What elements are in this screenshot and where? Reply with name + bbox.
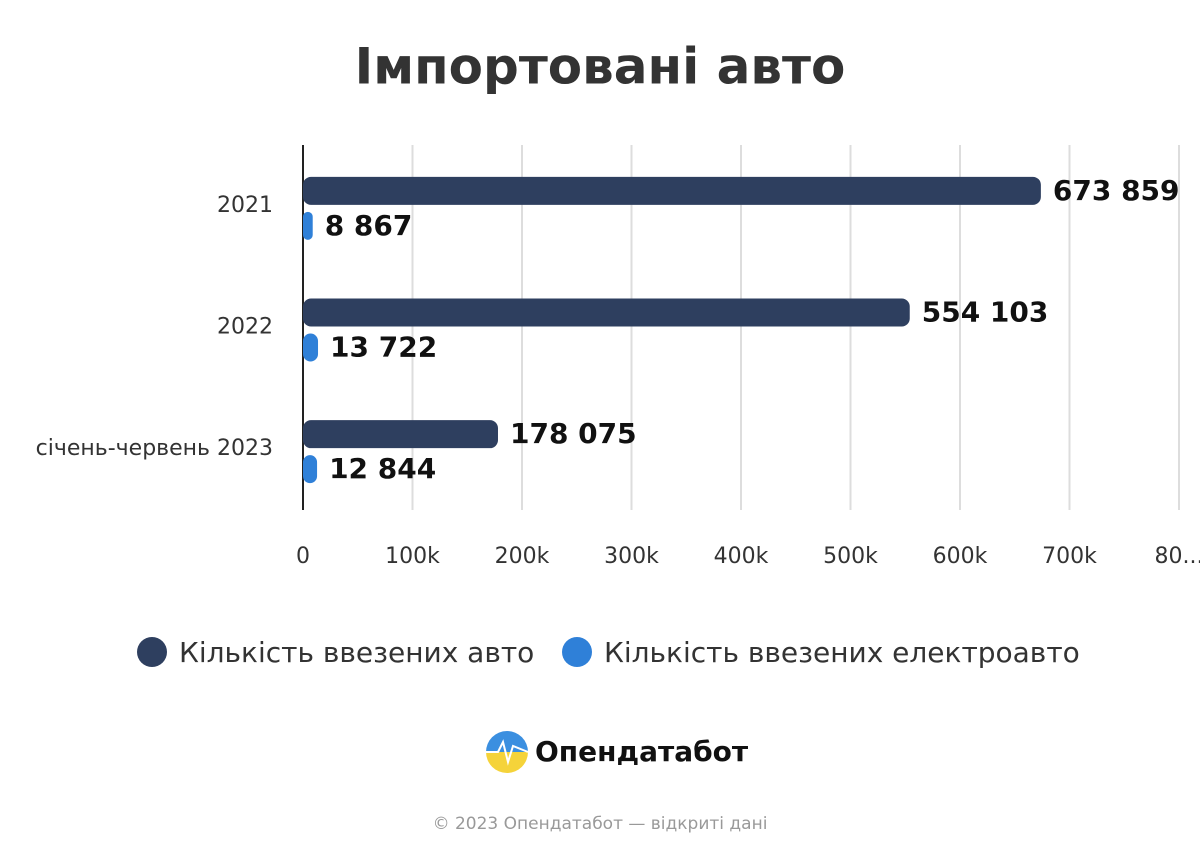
y-tick-label: 2021: [217, 193, 273, 218]
bar: [303, 298, 910, 327]
x-tick-label: 0: [296, 544, 310, 569]
bar: [303, 455, 318, 484]
y-tick-label: 2022: [217, 315, 273, 340]
bar: [303, 420, 498, 449]
chart-title: Імпортовані авто: [355, 38, 846, 96]
x-tick-label: 300k: [604, 544, 659, 569]
x-tick-label: 80...: [1155, 544, 1200, 569]
x-tick-label: 500k: [823, 544, 878, 569]
bar: [303, 211, 313, 240]
y-tick-label: січень-червень 2023: [36, 436, 273, 461]
x-tick-label: 700k: [1042, 544, 1097, 569]
footer: © 2023 Опендатабот — відкриті дані: [433, 814, 768, 834]
x-tick-label: 100k: [385, 544, 440, 569]
bar: [303, 333, 319, 362]
value-label: 178 075: [510, 417, 637, 450]
logo-text: Опендатабот: [535, 735, 749, 768]
legend-label: Кількість ввезених електроавто: [604, 636, 1080, 669]
x-tick-label: 200k: [495, 544, 550, 569]
value-label: 554 103: [922, 296, 1049, 329]
value-label: 8 867: [325, 209, 413, 242]
x-tick-label: 400k: [714, 544, 769, 569]
legend-marker: [562, 637, 592, 667]
x-tick-label: 600k: [933, 544, 988, 569]
logo-icon: [486, 731, 528, 773]
value-label: 673 859: [1053, 174, 1180, 207]
bar: [303, 176, 1041, 205]
value-label: 13 722: [330, 331, 437, 364]
legend-label: Кількість ввезених авто: [179, 636, 534, 669]
logo: Опендатабот: [486, 731, 749, 773]
logo-pulse: [486, 739, 529, 766]
value-label: 12 844: [329, 452, 436, 485]
legend-marker: [137, 637, 167, 667]
